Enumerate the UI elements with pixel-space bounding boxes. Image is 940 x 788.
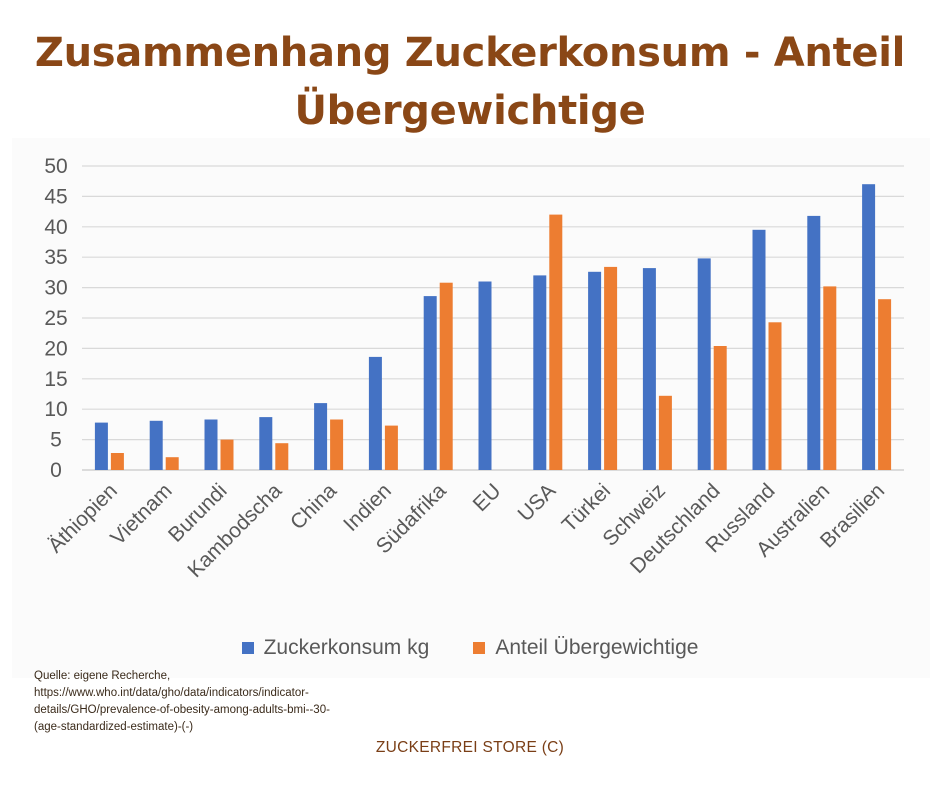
- bar-uebergewichtige: [439, 282, 453, 470]
- y-tick-label: 0: [50, 459, 62, 482]
- bar-uebergewichtige: [823, 286, 837, 470]
- y-tick-label: 20: [44, 337, 67, 360]
- bar-uebergewichtige: [604, 266, 618, 470]
- chart-title: Zusammenhang Zuckerkonsum - Anteil Überg…: [0, 24, 940, 140]
- x-category-label: Vietnam: [106, 479, 176, 549]
- y-tick-label: 40: [44, 216, 67, 239]
- footer-credit: ZUCKERFREI STORE (C): [375, 739, 565, 756]
- bar-zuckerkonsum: [259, 417, 273, 470]
- legend-item-uebergewichtige: Anteil Übergewichtige: [473, 636, 698, 660]
- legend-swatch-blue: [241, 642, 254, 654]
- bar-uebergewichtige: [549, 214, 563, 470]
- gridlines: [82, 165, 904, 471]
- bar-zuckerkonsum: [478, 281, 492, 470]
- y-tick-label: 10: [44, 398, 67, 421]
- source-line-3: details/GHO/prevalence-of-obesity-among-…: [34, 704, 330, 716]
- chart-title-line-1: Zusammenhang Zuckerkonsum - Anteil: [34, 30, 906, 76]
- bar-uebergewichtige: [713, 346, 727, 470]
- source-line-1: Quelle: eigene Recherche,: [34, 670, 171, 682]
- y-axis-ticks: 0 5 10 15 20 25 30 35 40 45 50: [44, 155, 67, 482]
- legend-label-uebergewichtige: Anteil Übergewichtige: [495, 636, 699, 659]
- bar-chart: 0 5 10 15 20 25 30 35 40 45 50 ÄthiopienVietnamBur…: [44, 155, 904, 582]
- bar-uebergewichtige: [878, 299, 892, 470]
- x-category-label: Äthiopien: [44, 479, 122, 557]
- bar-zuckerkonsum: [94, 422, 108, 470]
- bar-uebergewichtige: [275, 443, 289, 470]
- bar-zuckerkonsum: [314, 403, 328, 470]
- bar-uebergewichtige: [768, 322, 782, 470]
- bar-uebergewichtige: [110, 453, 124, 470]
- bar-uebergewichtige: [330, 419, 344, 470]
- bar-uebergewichtige: [658, 395, 672, 470]
- bar-uebergewichtige: [384, 425, 398, 470]
- bar-zuckerkonsum: [368, 356, 382, 470]
- y-tick-label: 50: [44, 155, 67, 178]
- bar-zuckerkonsum: [588, 271, 602, 470]
- bar-zuckerkonsum: [807, 215, 821, 470]
- bar-zuckerkonsum: [752, 229, 766, 470]
- chart-title-line-2: Übergewichtige: [294, 88, 646, 134]
- legend-swatch-orange: [473, 642, 486, 654]
- y-tick-label: 30: [44, 277, 67, 300]
- x-category-label: China: [286, 479, 341, 534]
- bar-zuckerkonsum: [149, 420, 163, 470]
- source-line-4: (age-standardized-estimate)-(-): [34, 721, 194, 733]
- bar-zuckerkonsum: [862, 184, 876, 470]
- bar-uebergewichtige: [165, 457, 179, 470]
- source-line-2: https://www.who.int/data/gho/data/indica…: [34, 687, 309, 699]
- x-category-label: EU: [469, 479, 506, 516]
- bar-zuckerkonsum: [204, 419, 218, 470]
- y-tick-label: 15: [44, 368, 67, 391]
- source-note: Quelle: eigene Recherche, https://www.wh…: [34, 668, 434, 736]
- y-tick-label: 25: [44, 307, 67, 330]
- bar-zuckerkonsum: [533, 275, 547, 470]
- y-tick-label: 35: [44, 246, 67, 269]
- y-tick-label: 45: [44, 185, 67, 208]
- bar-uebergewichtige: [220, 439, 234, 470]
- bar-zuckerkonsum: [697, 258, 711, 470]
- legend-item-zuckerkonsum: Zuckerkonsum kg: [241, 636, 430, 660]
- bar-zuckerkonsum: [423, 296, 437, 470]
- bars: [94, 184, 892, 470]
- legend: Zuckerkonsum kg Anteil Übergewichtige: [0, 636, 940, 660]
- x-category-label: USA: [514, 479, 561, 526]
- bar-zuckerkonsum: [642, 268, 656, 470]
- legend-label-zuckerkonsum: Zuckerkonsum kg: [263, 636, 430, 659]
- y-tick-label: 5: [50, 429, 62, 452]
